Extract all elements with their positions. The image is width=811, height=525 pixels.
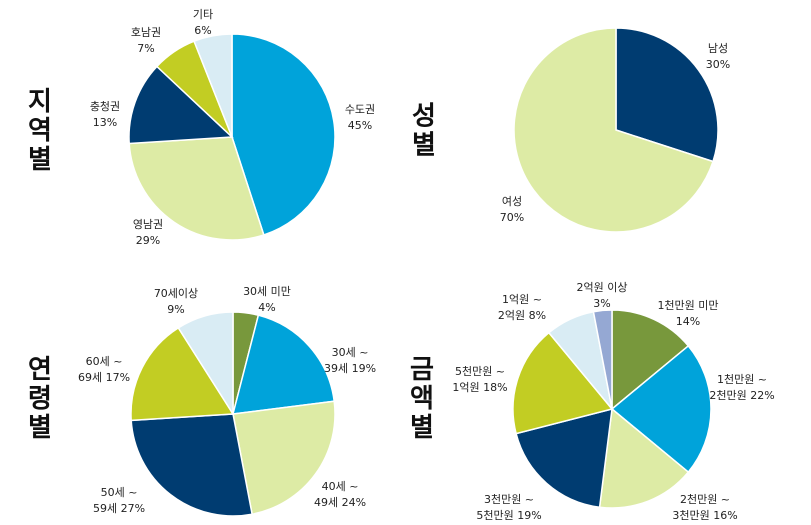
slice-label-amount-0: 1천만원 미만 14%: [657, 298, 718, 328]
pie-slice-region-1: [128, 136, 265, 241]
pie-slice-amount-0: [611, 309, 690, 411]
pie-slice-gender-1: [513, 27, 714, 233]
slice-label-region-4: 기타 6%: [193, 8, 213, 37]
slice-label-region-0: 수도권 45%: [345, 103, 375, 132]
slice-label-age-3: 50세 ~59세 27%: [93, 486, 145, 515]
pie-slice-age-4: [130, 326, 235, 422]
slice-label-age-4: 60세 ~69세 17%: [78, 355, 130, 384]
pie-slice-region-4: [193, 33, 233, 138]
slice-label-gender-1: 여성 70%: [500, 195, 524, 224]
pie-region: 수도권 45% 영남권 29% 충청권 13% 호남권 7% 기타 6%: [90, 8, 375, 247]
pie-amount: 1천만원 미만 14% 1천만원 ~2천만원 22% 2천만원 ~3천만원 16% 3천…: [452, 281, 774, 522]
pie-slice-gender-0: [615, 27, 719, 163]
slice-label-age-5: 70세이상 9%: [154, 287, 198, 316]
slice-label-amount-2: 2천만원 ~3천만원 16%: [672, 492, 737, 522]
slice-label-age-1: 30세 ~39세 19%: [324, 346, 376, 375]
slice-label-age-2: 40세 ~49세 24%: [314, 480, 366, 509]
slice-label-amount-3: 3천만원 ~5천만원 19%: [476, 492, 541, 522]
slice-label-age-0: 30세 미만 4%: [243, 285, 291, 314]
pie-slice-age-3: [130, 413, 253, 517]
slice-label-amount-1: 1천만원 ~2천만원 22%: [709, 372, 774, 402]
slice-label-gender-0: 남성 30%: [706, 42, 730, 71]
slice-label-amount-5: 1억원 ~2억원 8%: [498, 293, 546, 322]
pie-slice-amount-2: [598, 407, 690, 509]
slice-label-region-1: 영남권 29%: [133, 218, 163, 247]
pie-slice-region-0: [231, 33, 336, 236]
pie-slice-amount-4: [512, 331, 614, 435]
slice-label-amount-4: 5천만원 ~1억원 18%: [452, 364, 507, 394]
pie-slice-amount-3: [515, 407, 613, 509]
pie-slice-age-2: [232, 400, 336, 516]
slice-label-region-2: 충청권 13%: [90, 100, 120, 129]
pie-gender: 남성 30% 여성 70%: [500, 27, 730, 233]
pie-slice-age-5: [177, 311, 234, 417]
pie-slice-region-2: [128, 65, 234, 145]
slice-label-region-3: 호남권 7%: [131, 26, 161, 55]
pie-age: 30세 미만 4% 30세 ~39세 19% 40세 ~49세 24% 50세 ~59세…: [78, 285, 376, 517]
pie-slice-age-1: [231, 314, 336, 415]
pie-slice-amount-1: [610, 344, 712, 474]
pie-slice-amount-6: [592, 309, 613, 410]
slice-label-amount-6: 2억원 이상 3%: [577, 281, 628, 310]
